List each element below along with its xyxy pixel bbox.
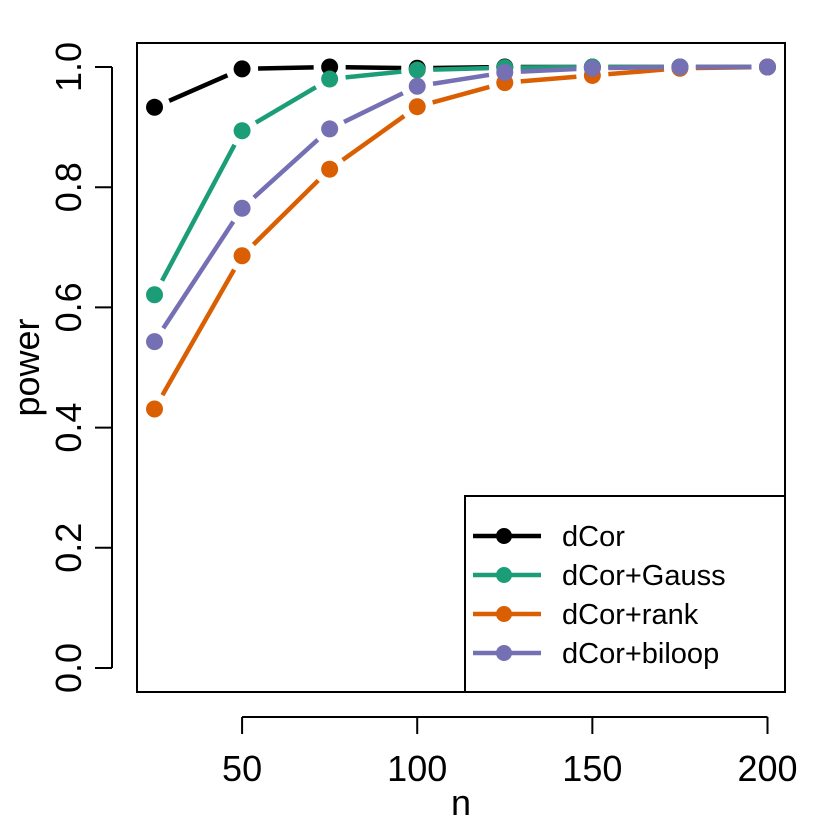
legend-marker bbox=[496, 645, 512, 661]
y-tick-label: 0.2 bbox=[48, 523, 89, 573]
x-tick-label: 100 bbox=[387, 748, 447, 789]
x-tick-label: 150 bbox=[562, 748, 622, 789]
plot-frame bbox=[136, 42, 786, 693]
series-segment bbox=[608, 67, 665, 77]
series-segment bbox=[520, 74, 577, 84]
data-point bbox=[496, 63, 514, 81]
data-point bbox=[408, 98, 426, 116]
series-segment bbox=[432, 84, 490, 105]
data-point bbox=[233, 199, 251, 217]
series-segment bbox=[343, 91, 404, 124]
data-point bbox=[758, 58, 776, 76]
legend-label: dCor bbox=[562, 521, 625, 553]
axes-layer: 50 100 150 200 0.0 0.2 0.4 0.6 0.8 1.0 bbox=[48, 42, 798, 789]
legend-marker bbox=[496, 606, 512, 622]
series-segment bbox=[252, 138, 320, 200]
x-tick-label: 50 bbox=[222, 748, 262, 789]
x-tick-label: 200 bbox=[737, 748, 797, 789]
data-point bbox=[321, 120, 339, 138]
data-point bbox=[321, 70, 339, 88]
series-segment bbox=[160, 268, 237, 397]
y-tick-label: 0.4 bbox=[48, 403, 89, 453]
series-segment bbox=[161, 220, 236, 330]
data-point bbox=[146, 333, 164, 351]
series-segment bbox=[345, 65, 402, 71]
legend-label: dCor+rank bbox=[562, 599, 699, 631]
series-segment bbox=[433, 65, 489, 72]
y-tick-label: 1.0 bbox=[48, 42, 89, 92]
legend-marker bbox=[496, 567, 512, 583]
series-layer bbox=[146, 58, 776, 418]
legend-item: dCor+Gauss bbox=[473, 560, 726, 592]
data-point bbox=[146, 286, 164, 304]
data-point bbox=[233, 60, 251, 78]
series-segment bbox=[258, 65, 314, 71]
series-segment bbox=[160, 143, 237, 282]
legend-item: dCor bbox=[473, 521, 625, 553]
data-point bbox=[321, 58, 339, 76]
data-point bbox=[671, 58, 689, 76]
data-point bbox=[233, 122, 251, 140]
legend-item: dCor+rank bbox=[473, 599, 699, 631]
data-point bbox=[146, 400, 164, 418]
data-point bbox=[408, 77, 426, 95]
series-4 bbox=[146, 58, 776, 351]
series-segment bbox=[432, 72, 490, 86]
series-segment bbox=[345, 69, 402, 80]
legend-box bbox=[464, 495, 786, 693]
y-axis-title: power bbox=[6, 318, 47, 416]
data-point bbox=[583, 59, 601, 77]
legend-marker bbox=[496, 528, 512, 544]
data-point bbox=[321, 160, 339, 178]
legend-label: dCor+biloop bbox=[562, 638, 719, 670]
series-segment bbox=[520, 66, 577, 74]
series-segment bbox=[341, 114, 406, 162]
x-axis-title: n bbox=[451, 782, 471, 823]
series-segment bbox=[168, 73, 229, 103]
series-segment bbox=[254, 85, 318, 125]
legend-item: dCor+biloop bbox=[473, 638, 719, 670]
legend-label: dCor+Gauss bbox=[562, 560, 726, 592]
legend: dCor dCor+Gauss dCor+rank dCor+biloop bbox=[464, 495, 786, 693]
data-point bbox=[233, 247, 251, 265]
data-point bbox=[408, 61, 426, 79]
data-point bbox=[146, 98, 164, 116]
y-tick-label: 0.8 bbox=[48, 162, 89, 212]
y-tick-label: 0.0 bbox=[48, 643, 89, 693]
series-segment bbox=[251, 178, 320, 247]
series-segment bbox=[608, 65, 664, 71]
y-tick-label: 0.6 bbox=[48, 282, 89, 332]
